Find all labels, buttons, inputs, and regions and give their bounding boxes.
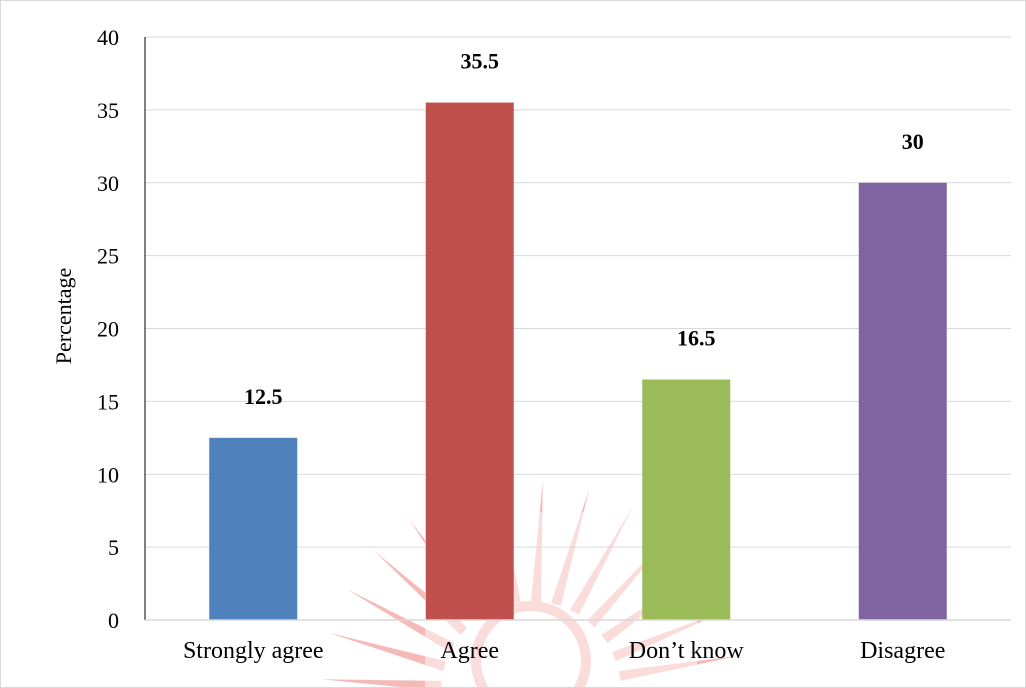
watermark-ray: [551, 489, 590, 607]
x-tick-label: Strongly agree: [183, 638, 324, 664]
y-tick-label: 5: [108, 535, 119, 560]
watermark-ray: [329, 632, 447, 671]
y-tick-label: 20: [97, 317, 119, 342]
y-tick-label: 30: [97, 171, 119, 196]
y-tick-label: 10: [97, 462, 119, 487]
bar: [425, 102, 514, 620]
y-tick-label: 35: [97, 98, 119, 123]
watermark-ray: [570, 507, 633, 615]
x-tick-labels: Strongly agree Agree Don’t know Disagree: [183, 638, 945, 664]
bar: [209, 437, 298, 620]
watermark-ray: [531, 481, 543, 602]
bars: [209, 102, 947, 620]
watermark-ring: [471, 601, 591, 687]
y-tick-label: 0: [108, 608, 119, 633]
y-tick-label: 25: [97, 244, 119, 269]
bar: [858, 182, 947, 620]
y-tick-label: 15: [97, 389, 119, 414]
x-tick-label: Agree: [440, 638, 499, 664]
watermark-ray: [618, 655, 739, 681]
data-labels: 12.5 35.5 16.5 30: [244, 49, 924, 409]
data-label: 30: [902, 129, 924, 154]
y-axis-title: Percentage: [51, 268, 76, 365]
watermark-ray: [321, 679, 442, 687]
watermark-ray: [612, 610, 726, 662]
x-tick-label: Disagree: [860, 638, 945, 664]
data-label: 35.5: [461, 49, 500, 74]
bar: [642, 379, 731, 620]
axes: [144, 37, 1011, 621]
data-label: 16.5: [677, 326, 716, 351]
data-label: 12.5: [244, 384, 283, 409]
x-tick-label: Don’t know: [629, 638, 745, 664]
y-tick-labels: 0 5 10 15 20 25 30 35 40: [97, 25, 119, 633]
y-tick-label: 40: [97, 25, 119, 50]
